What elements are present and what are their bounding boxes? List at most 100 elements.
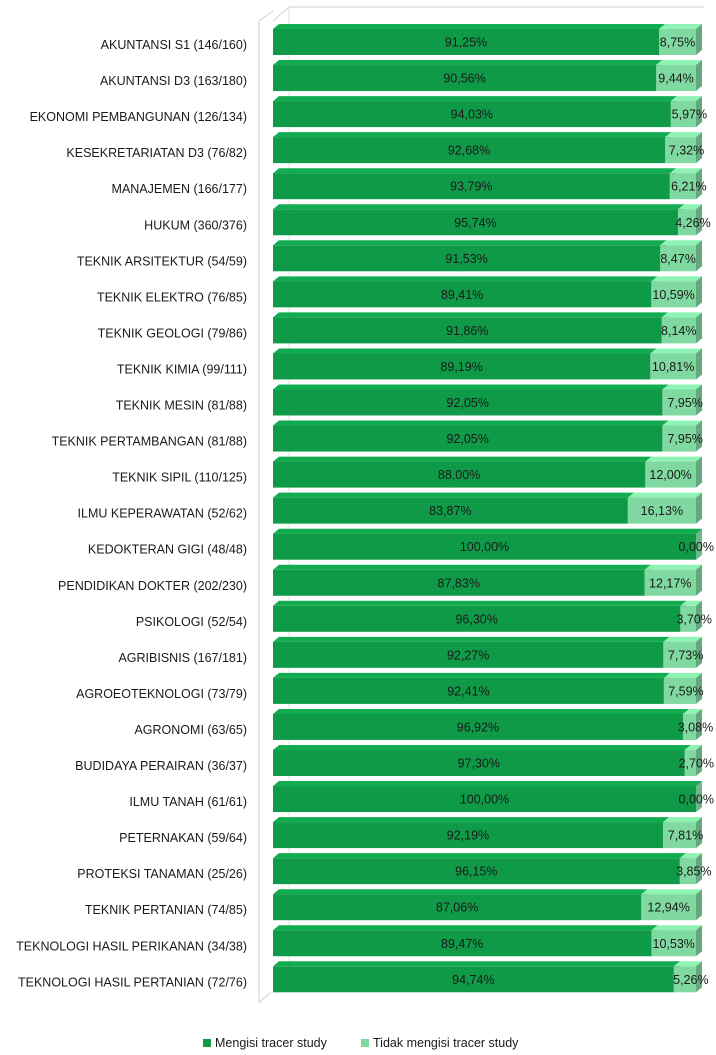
value-label-tidak-mengisi: 7,73% [668, 648, 703, 662]
bar-row: 91,25% 8,75% [273, 24, 702, 55]
bar-mengisi-top [273, 384, 669, 390]
bar-mengisi [273, 781, 702, 813]
bar-tidak-mengisi-side [696, 168, 702, 200]
bar-mengisi-top [273, 853, 686, 859]
value-label-tidak-mengisi: 7,95% [667, 432, 702, 446]
bar-tidak-mengisi-top [670, 96, 702, 102]
bar-tidak-mengisi-side [696, 600, 702, 632]
bar-mengisi-top [273, 672, 670, 678]
bar-tidak-mengisi [680, 600, 702, 632]
bar-tidak-mengisi-front [677, 209, 696, 236]
value-label-tidak-mengisi: 4,26% [675, 216, 710, 230]
bar-tidak-mengisi-side [696, 492, 702, 524]
value-label-mengisi: 87,83% [438, 576, 480, 590]
bar-tidak-mengisi-front [651, 281, 696, 308]
category-label: AGROEOTEKNOLOGI (73/79) [76, 687, 247, 701]
legend-label: Tidak mengisi tracer study [373, 1036, 519, 1050]
value-label-tidak-mengisi: 2,70% [679, 757, 714, 771]
bar-tidak-mengisi-top [656, 60, 702, 66]
value-label-tidak-mengisi: 3,70% [676, 612, 711, 626]
bar-tidak-mengisi-top [665, 132, 702, 138]
legend-swatch [361, 1039, 369, 1047]
bar-mengisi [273, 853, 686, 885]
bar-mengisi-top [273, 817, 669, 823]
bar-mengisi [273, 204, 684, 236]
bar-row: 87,83% 12,17% [273, 564, 702, 596]
value-label-tidak-mengisi: 12,94% [647, 901, 689, 915]
bar-mengisi-front [273, 245, 661, 272]
bar-mengisi-front [273, 317, 662, 344]
bar-mengisi-front [273, 29, 659, 55]
bar-row: 83,87% 16,13% [273, 492, 702, 524]
bar-row: 97,30% 2,70% [273, 745, 714, 776]
bar-mengisi-front [273, 930, 652, 957]
bar-mengisi-top [273, 132, 672, 138]
bar-tidak-mengisi-top [669, 168, 702, 174]
value-label-tidak-mengisi: 10,53% [653, 937, 695, 951]
bar-tidak-mengisi [662, 817, 702, 849]
bar-tidak-mengisi-front [662, 425, 696, 452]
bar-mengisi [273, 24, 665, 55]
legend-item-tidak-mengisi: Tidak mengisi tracer study [361, 1036, 519, 1050]
bar-mengisi-top [273, 168, 676, 174]
bar-tidak-mengisi [663, 672, 702, 704]
bar-tidak-mengisi-front [673, 966, 696, 993]
bars-group: 91,25% 8,75% 90,56% 9,44% 94,03% 5,97% 92,68% 7… [273, 24, 714, 993]
bar-tidak-mengisi [644, 564, 702, 596]
bar-mengisi-front [273, 461, 646, 488]
value-label-mengisi: 88,00% [438, 468, 480, 482]
bar-tidak-mengisi-side [696, 96, 702, 128]
bar-tidak-mengisi [677, 204, 702, 236]
bar-tidak-mengisi [658, 24, 702, 55]
bar-row: 89,41% 10,59% [273, 276, 702, 308]
bar-mengisi-top [273, 708, 689, 714]
bar-tidak-mengisi-side [696, 889, 702, 921]
value-label-mengisi: 87,06% [436, 901, 478, 915]
bar-mengisi [273, 817, 669, 849]
bar-tidak-mengisi-top [684, 745, 702, 750]
bar-tidak-mengisi-top [673, 961, 702, 967]
bar-mengisi-top [273, 348, 657, 354]
bar-mengisi [273, 456, 652, 488]
bar-tidak-mengisi-front [641, 894, 696, 921]
bar-tidak-mengisi-side [696, 60, 702, 92]
bar-mengisi [273, 961, 680, 993]
bar-tidak-mengisi-front [656, 65, 696, 92]
category-label: TEKNIK ARSITEKTUR (54/59) [77, 254, 247, 268]
bar-tidak-mengisi-side [696, 672, 702, 704]
bar-tidak-mengisi-side [696, 312, 702, 344]
bar-tidak-mengisi [665, 132, 702, 164]
bar-tidak-mengisi-top [680, 600, 702, 606]
category-label: TEKNOLOGI HASIL PERTANIAN (72/76) [18, 975, 247, 989]
bar-mengisi [273, 672, 670, 704]
category-label: ILMU TANAH (61/61) [129, 795, 247, 809]
bar-tidak-mengisi [651, 925, 702, 957]
bar-tidak-mengisi-top [644, 564, 702, 570]
bar-mengisi-front [273, 533, 696, 560]
bar-tidak-mengisi-top [627, 492, 702, 498]
bar-mengisi-front [273, 966, 674, 993]
bar-tidak-mengisi-side [696, 636, 702, 668]
bar-tidak-mengisi [660, 240, 702, 272]
bar-mengisi-top [273, 312, 668, 318]
bar-tidak-mengisi-top [663, 636, 702, 642]
value-label-tidak-mengisi: 10,81% [652, 360, 694, 374]
bar-row: 87,06% 12,94% [273, 889, 702, 921]
legend: Mengisi tracer study Tidak mengisi tracer… [203, 1036, 519, 1050]
bar-mengisi-front [273, 137, 666, 164]
frame-left-axis [258, 21, 272, 1004]
bar-tidak-mengisi [662, 420, 702, 452]
bar-tidak-mengisi-front [684, 750, 696, 776]
bar-tidak-mengisi [679, 853, 702, 885]
bar-mengisi-front [273, 713, 683, 740]
category-label: ILMU KEPERAWATAN (52/62) [78, 507, 247, 521]
bar-row: 92,19% 7,81% [273, 817, 703, 849]
bar-tidak-mengisi-side [696, 817, 702, 849]
category-label: AKUNTANSI D3 (163/180) [100, 74, 247, 88]
bar-tidak-mengisi-front [660, 245, 696, 272]
bar-mengisi-top [273, 456, 652, 462]
bar-tidak-mengisi [651, 276, 702, 308]
value-label-mengisi: 96,30% [455, 612, 497, 626]
bar-mengisi [273, 348, 657, 380]
bar-mengisi-top [273, 276, 658, 282]
